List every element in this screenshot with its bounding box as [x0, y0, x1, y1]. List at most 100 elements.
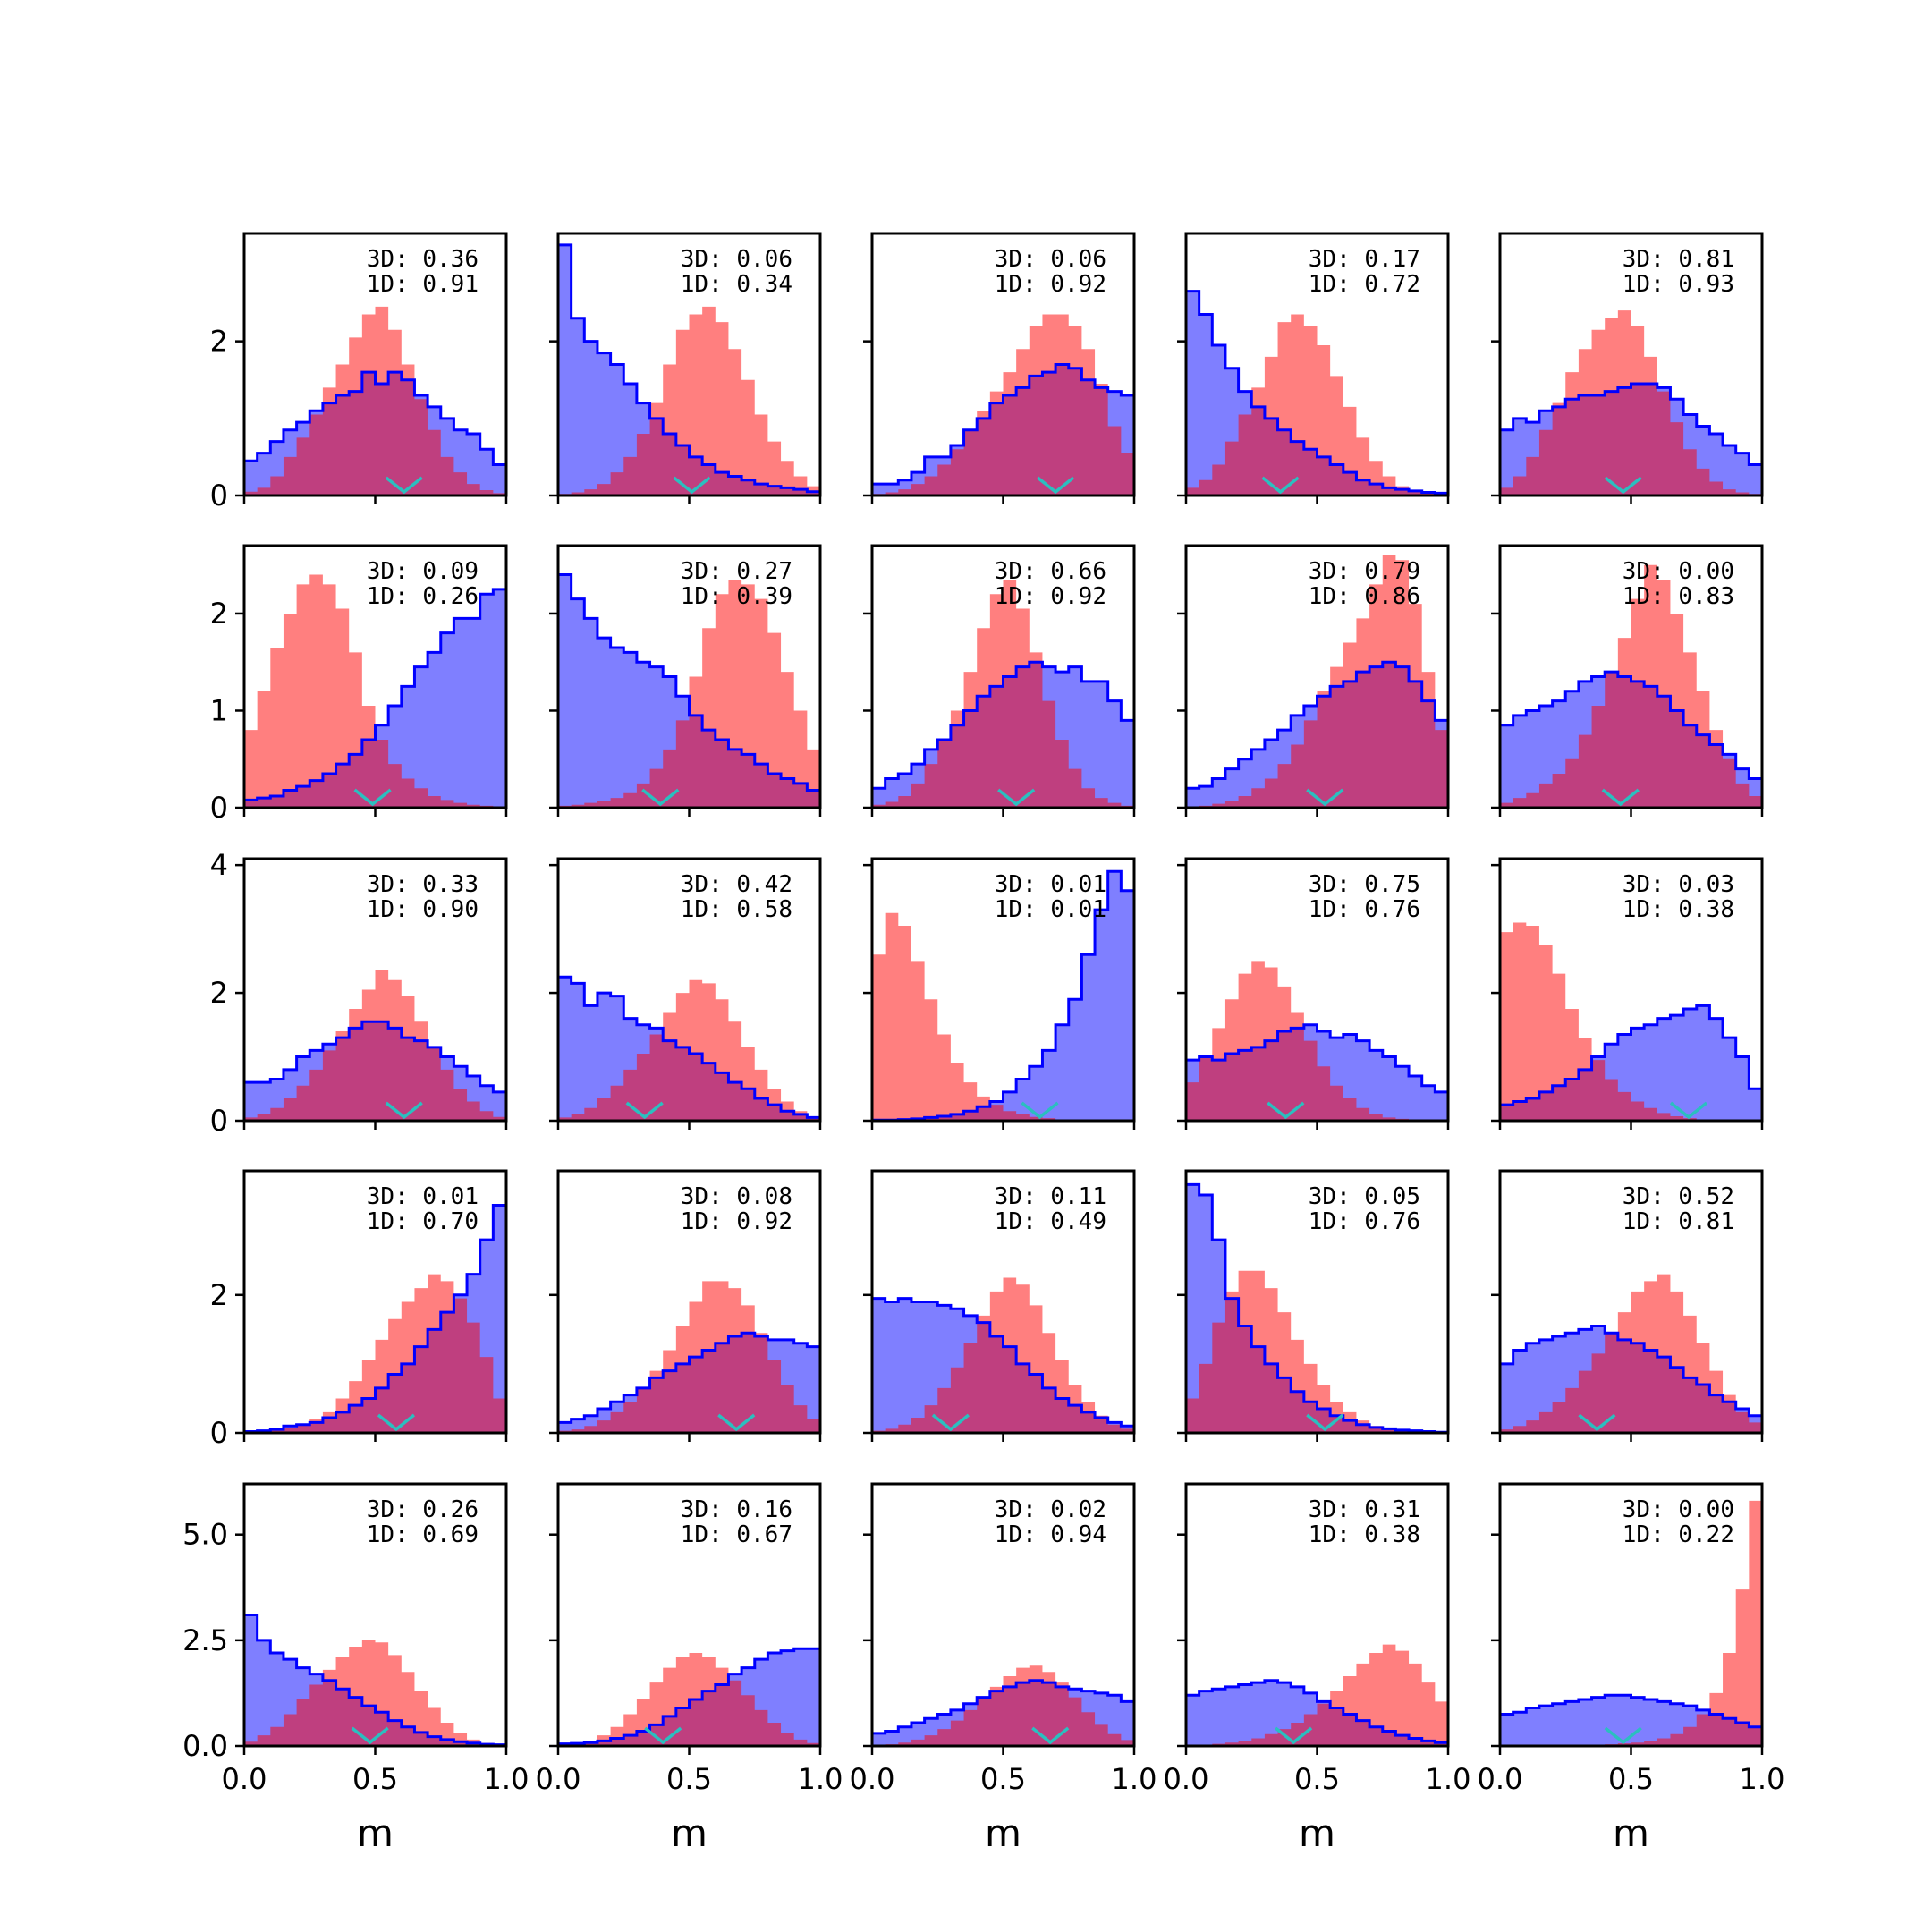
blue-histogram-step — [1186, 290, 1448, 496]
stat-1d-label: 1D: 0.92 — [995, 583, 1106, 610]
stat-3d-label: 3D: 0.08 — [681, 1183, 792, 1210]
panel-plot-area — [558, 243, 820, 496]
blue-histogram-fill — [872, 871, 1134, 1121]
median-marker — [673, 476, 711, 495]
panel-plot-area — [872, 1665, 1134, 1746]
stat-3d-label: 3D: 0.16 — [681, 1496, 792, 1523]
blue-histogram-step — [872, 1679, 1134, 1746]
stat-1d-label: 1D: 0.70 — [367, 1208, 479, 1235]
stat-1d-label: 1D: 0.01 — [995, 896, 1106, 923]
stat-1d-label: 1D: 0.58 — [681, 896, 792, 923]
x-axis-label: m — [671, 1811, 708, 1855]
blue-histogram-step — [1500, 1693, 1762, 1746]
y-tick-label: 0.0 — [182, 1729, 228, 1763]
stat-3d-label: 3D: 0.00 — [1623, 558, 1734, 585]
median-marker — [353, 788, 392, 807]
median-marker — [1604, 476, 1642, 495]
stat-1d-label: 1D: 0.83 — [1623, 583, 1734, 610]
y-tick-label: 2 — [210, 597, 228, 631]
red-histogram-fill — [1500, 1274, 1762, 1433]
median-marker — [641, 788, 680, 807]
panel-plot-area — [1186, 555, 1448, 808]
median-marker — [1306, 1413, 1344, 1432]
stat-3d-label: 3D: 0.31 — [1309, 1496, 1420, 1523]
blue-histogram-step — [558, 573, 820, 808]
stat-3d-label: 3D: 0.81 — [1623, 246, 1734, 273]
stat-1d-label: 1D: 0.76 — [1309, 1208, 1420, 1235]
red-histogram-fill — [1186, 555, 1448, 808]
blue-histogram-step — [872, 660, 1134, 808]
median-marker — [385, 476, 423, 495]
panel-plot-area — [1186, 1182, 1448, 1433]
stat-1d-label: 1D: 0.90 — [367, 896, 479, 923]
stat-3d-label: 3D: 0.33 — [367, 871, 479, 898]
x-tick-label: 0.5 — [666, 1762, 712, 1796]
stat-1d-label: 1D: 0.93 — [1623, 271, 1734, 298]
y-tick-label: 2 — [210, 1278, 228, 1312]
stat-3d-label: 3D: 0.01 — [367, 1183, 479, 1210]
stat-1d-label: 1D: 0.92 — [995, 271, 1106, 298]
panel-plot-area — [558, 573, 820, 808]
red-histogram-fill — [1186, 1270, 1448, 1433]
red-histogram-fill — [1186, 961, 1448, 1121]
red-histogram-fill — [244, 574, 506, 808]
blue-histogram-step — [1500, 382, 1762, 496]
stat-3d-label: 3D: 0.42 — [681, 871, 792, 898]
blue-histogram-step — [1500, 1004, 1762, 1121]
blue-histogram-step — [872, 363, 1134, 496]
stat-1d-label: 1D: 0.81 — [1623, 1208, 1734, 1235]
stat-1d-label: 1D: 0.76 — [1309, 896, 1420, 923]
stat-1d-label: 1D: 0.86 — [1309, 583, 1420, 610]
median-marker — [931, 1413, 970, 1432]
blue-histogram-step — [1500, 1324, 1762, 1433]
median-marker — [625, 1101, 664, 1120]
median-marker — [717, 1413, 756, 1432]
median-marker — [1275, 1726, 1313, 1745]
blue-histogram-step — [1186, 1679, 1448, 1746]
stat-3d-label: 3D: 0.75 — [1309, 871, 1420, 898]
stat-3d-label: 3D: 0.02 — [995, 1496, 1106, 1523]
y-tick-label: 4 — [210, 848, 228, 882]
median-marker — [1578, 1413, 1616, 1432]
panel-plot-area — [1500, 1274, 1762, 1433]
x-tick-label: 0.0 — [1164, 1762, 1209, 1796]
stat-1d-label: 1D: 0.91 — [367, 271, 479, 298]
stat-3d-label: 3D: 0.52 — [1623, 1183, 1734, 1210]
x-tick-label: 1.0 — [798, 1762, 843, 1796]
blue-histogram-fill — [558, 244, 820, 496]
panel-plot-area — [558, 1281, 820, 1433]
red-histogram-fill — [558, 306, 820, 496]
stat-3d-label: 3D: 0.05 — [1309, 1183, 1420, 1210]
median-marker — [351, 1726, 389, 1745]
panel-plot-area — [1186, 961, 1448, 1121]
panel-plot-area — [244, 306, 506, 496]
stat-3d-label: 3D: 0.79 — [1309, 558, 1420, 585]
blue-histogram-step — [244, 370, 506, 496]
x-tick-label: 0.5 — [1608, 1762, 1654, 1796]
median-marker — [385, 1101, 423, 1120]
stat-3d-label: 3D: 0.66 — [995, 558, 1106, 585]
red-histogram-fill — [1500, 564, 1762, 808]
panel-plot-area — [558, 975, 820, 1121]
median-marker — [377, 1413, 416, 1432]
stat-1d-label: 1D: 0.67 — [681, 1521, 792, 1548]
stat-3d-label: 3D: 0.09 — [367, 558, 479, 585]
red-histogram-fill — [872, 314, 1134, 496]
stat-1d-label: 1D: 0.26 — [367, 583, 479, 610]
panel-plot-area — [1186, 290, 1448, 496]
stat-1d-label: 1D: 0.69 — [367, 1521, 479, 1548]
x-tick-label: 0.5 — [352, 1762, 398, 1796]
panel-plot-area — [872, 579, 1134, 808]
